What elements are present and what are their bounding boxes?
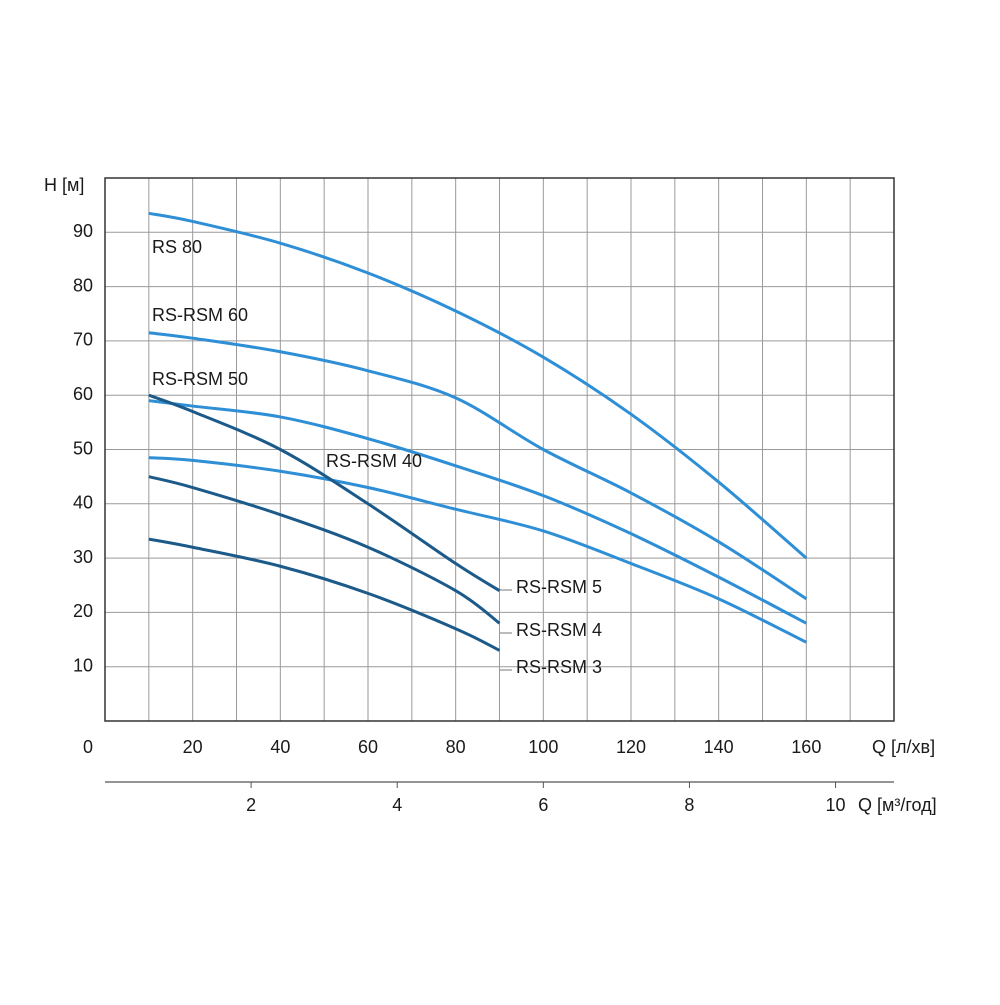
curve-label: RS 80	[152, 237, 202, 257]
curve	[148, 456, 807, 644]
x-tick-label: 20	[183, 737, 203, 757]
y-tick-label: 30	[73, 547, 93, 567]
y-tick-label: 20	[73, 601, 93, 621]
x2-tick-label: 6	[538, 795, 548, 815]
x2-tick-label: 8	[684, 795, 694, 815]
x-tick-label: 80	[446, 737, 466, 757]
curve	[148, 537, 501, 652]
x-axis-label: Q [л/хв]	[872, 737, 935, 757]
x-tick-label: 100	[528, 737, 558, 757]
y-tick-label: 50	[73, 438, 93, 458]
x2-tick-label: 4	[392, 795, 402, 815]
y-tick-label: 10	[73, 655, 93, 675]
curve	[148, 475, 501, 625]
x-tick-label: 0	[83, 737, 93, 757]
curve	[148, 211, 808, 560]
x-tick-label: 140	[704, 737, 734, 757]
y-tick-label: 90	[73, 221, 93, 241]
y-axis-label: H [м]	[44, 175, 84, 195]
x2-tick-label: 2	[246, 795, 256, 815]
y-tick-label: 40	[73, 493, 93, 513]
curve	[148, 331, 808, 601]
curve	[148, 393, 501, 592]
curve-label: RS-RSM 60	[152, 305, 248, 325]
x-tick-label: 120	[616, 737, 646, 757]
curve-label: RS-RSM 3	[516, 657, 602, 677]
x-tick-label: 40	[270, 737, 290, 757]
curve-label: RS-RSM 50	[152, 369, 248, 389]
curve-label: RS-RSM 5	[516, 577, 602, 597]
x-tick-label: 60	[358, 737, 378, 757]
x2-tick-label: 10	[826, 795, 846, 815]
x-tick-label: 160	[791, 737, 821, 757]
y-tick-label: 70	[73, 330, 93, 350]
curve-label: RS-RSM 4	[516, 620, 602, 640]
curve-label: RS-RSM 40	[326, 451, 422, 471]
plot-frame	[104, 177, 895, 722]
curve	[148, 399, 808, 625]
x2-axis-label: Q [м³/год]	[858, 795, 937, 815]
y-tick-label: 80	[73, 275, 93, 295]
y-tick-label: 60	[73, 384, 93, 404]
